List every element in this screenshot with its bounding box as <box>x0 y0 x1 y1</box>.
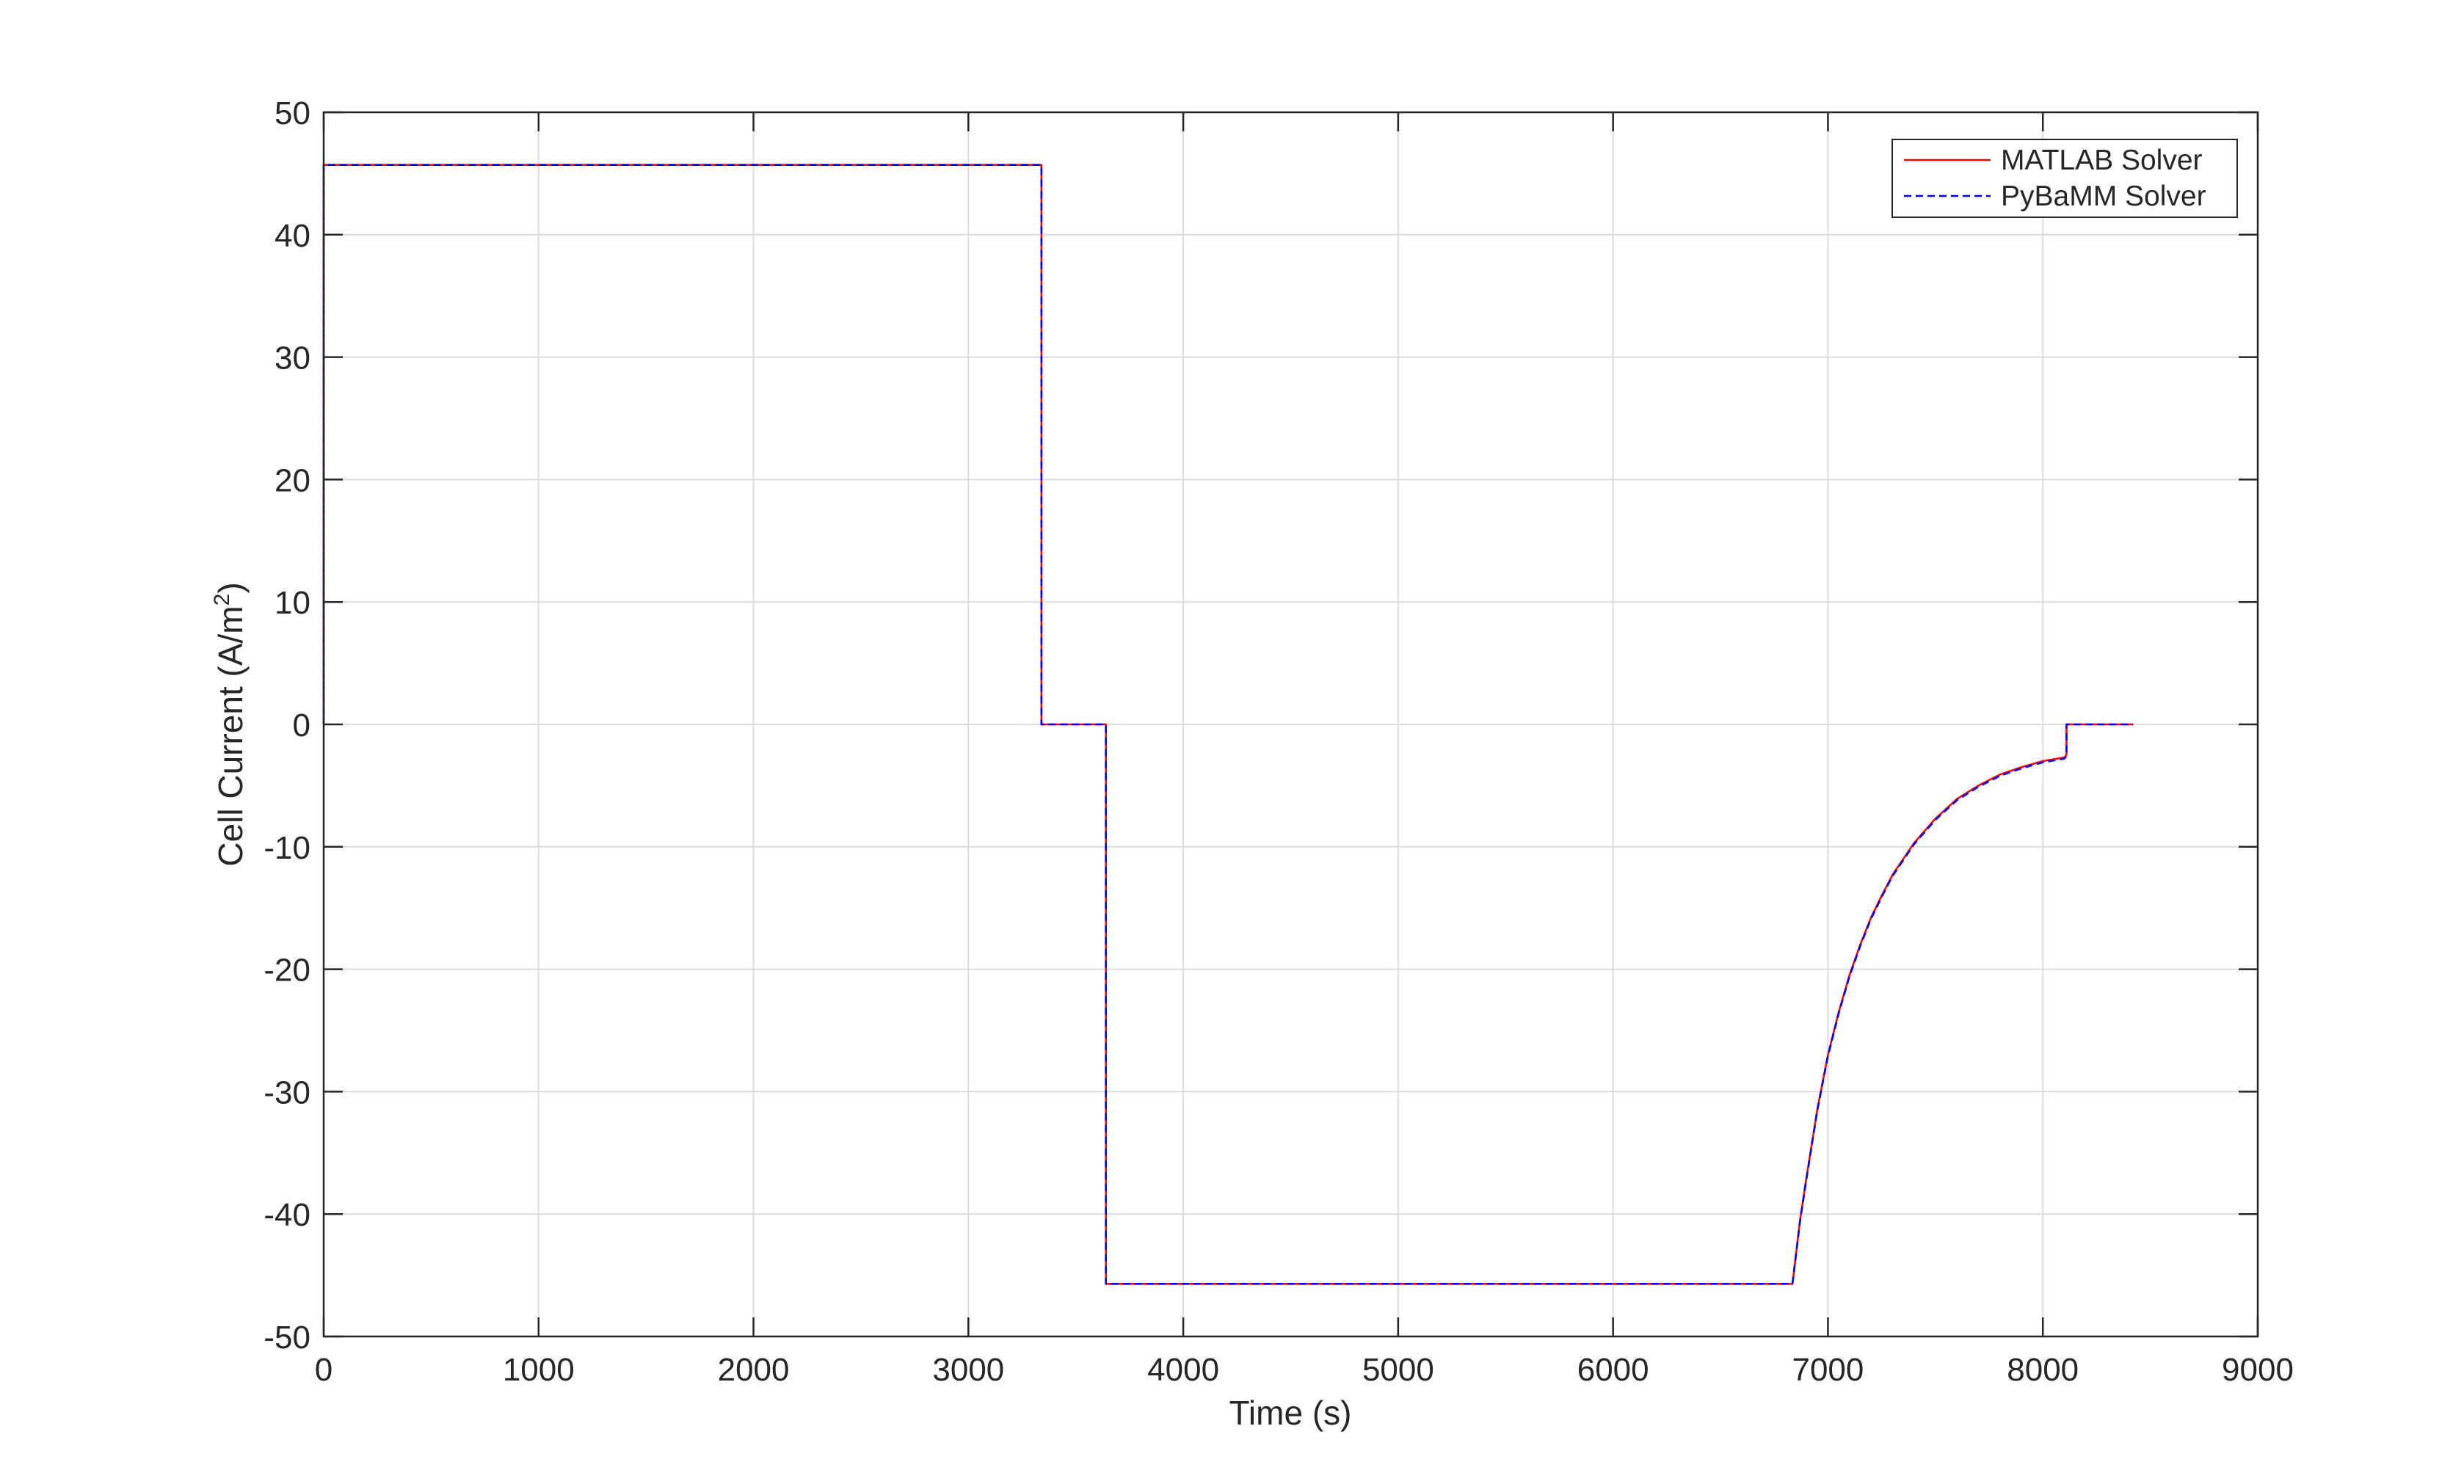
legend-box <box>1891 139 2238 218</box>
legend: MATLAB Solver PyBaMM Solver <box>1891 139 2238 218</box>
x-tick-label: 6000 <box>1577 1352 1649 1388</box>
x-tick-label: 0 <box>315 1352 332 1388</box>
x-tick-label: 7000 <box>1792 1352 1864 1388</box>
y-axis-title-main: Cell Current (A/m <box>211 605 250 866</box>
y-tick-label: -50 <box>264 1320 310 1356</box>
series-line-matlab-solver <box>322 164 2134 1285</box>
legend-label-matlab: MATLAB Solver <box>2001 145 2203 176</box>
series-layer <box>322 164 2134 1285</box>
y-tick-label: 30 <box>275 341 310 377</box>
y-tick-label: 50 <box>275 95 310 131</box>
y-tick-label: -10 <box>264 830 310 866</box>
y-tick-labels: -50 -40 -30 -20 -10 0 10 20 30 40 50 <box>264 95 310 1356</box>
y-tick-label: -20 <box>264 953 310 989</box>
y-tick-label: 20 <box>275 462 310 498</box>
y-axis-title-close: ) <box>211 582 250 593</box>
y-tick-label: 10 <box>275 585 310 621</box>
y-axis-title: Cell Current (A/m2) <box>210 582 250 866</box>
x-tick-label: 2000 <box>718 1352 790 1388</box>
legend-label-pybamm: PyBaMM Solver <box>2001 181 2206 212</box>
y-tick-label: 40 <box>275 218 310 254</box>
y-tick-label: -30 <box>264 1074 310 1110</box>
y-axis-title-superscript: 2 <box>210 594 234 606</box>
x-tick-label: 4000 <box>1147 1352 1219 1388</box>
y-tick-label: -40 <box>264 1197 310 1233</box>
x-tick-label: 1000 <box>503 1352 575 1388</box>
y-tick-label: 0 <box>293 708 310 743</box>
x-tick-label: 8000 <box>2007 1352 2079 1388</box>
x-axis-title: Time (s) <box>1229 1394 1352 1432</box>
x-tick-label: 9000 <box>2222 1352 2294 1388</box>
series-line-pybamm-solver <box>322 164 2134 1285</box>
x-tick-label: 5000 <box>1362 1352 1434 1388</box>
x-tick-labels: 0 1000 2000 3000 4000 5000 6000 7000 8000 9000 <box>315 1352 2294 1388</box>
x-tick-label: 3000 <box>932 1352 1004 1388</box>
axis-ticks <box>322 111 2259 1338</box>
